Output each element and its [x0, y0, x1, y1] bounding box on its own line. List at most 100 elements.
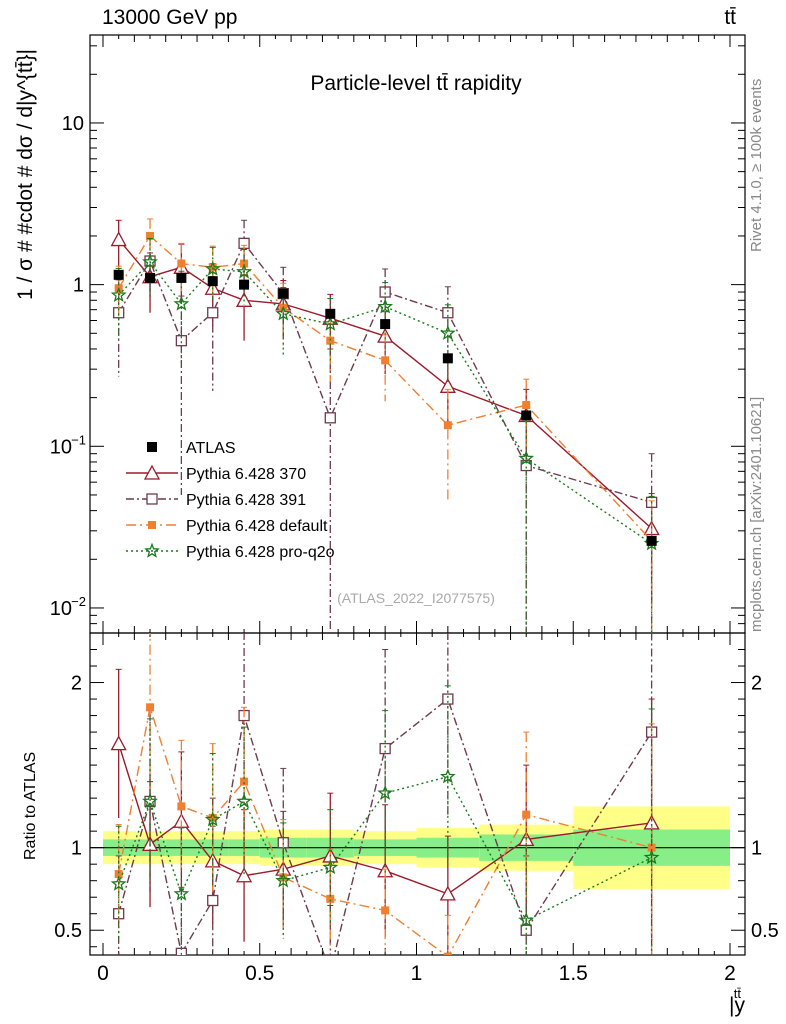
main-point-pdef [522, 401, 531, 410]
atlas-data-point [442, 353, 453, 364]
legend-label: Pythia 6.428 391 [186, 492, 306, 509]
main-point-pq2o [377, 298, 394, 314]
ratio-point-pdef [177, 802, 186, 811]
ratio-point-p391 [442, 693, 454, 705]
main-point-pq2o [173, 295, 190, 311]
ratio-point-pq2o [275, 872, 292, 888]
main-point-pq2o [275, 305, 292, 321]
process-label: 13000 GeV pp [102, 6, 238, 29]
atlas-data-point [176, 272, 187, 283]
ratio-point-pdef [522, 810, 531, 819]
ratio-point-pq2o [643, 849, 660, 865]
ratio-point-pq2o [322, 859, 339, 875]
x-tick-label: 2 [724, 962, 736, 985]
ratio-series-p391 [113, 633, 658, 977]
ratio-y-tick-label: 0.5 [54, 920, 82, 942]
y-tick-exponent: −1 [71, 432, 86, 447]
atlas-data-point [239, 279, 250, 290]
legend-marker-atlas [147, 442, 157, 452]
ratio-point-p370 [110, 735, 127, 751]
atlas-data-point [278, 288, 289, 299]
ratio-y-tick-label-right: 1 [751, 838, 762, 860]
ratio-point-pdef [326, 894, 335, 903]
main-point-p391 [207, 307, 219, 319]
atlas-data-point [380, 319, 391, 330]
main-point-p391 [442, 307, 454, 319]
chart-title: Particle-level tt̄ rapidity [310, 72, 522, 95]
x-tick-label: 0 [97, 962, 109, 985]
ratio-point-p391 [520, 924, 532, 936]
x-axis-label: |y [729, 994, 745, 1017]
ratio-point-pq2o [173, 885, 190, 901]
legend-label: Pythia 6.428 370 [186, 466, 306, 483]
legend-label: Pythia 6.428 default [186, 518, 328, 535]
main-point-p391 [379, 286, 391, 298]
y-tick-label: 10 [50, 436, 72, 458]
ratio-series-pq2o [110, 685, 660, 955]
ratio-point-p391 [379, 742, 391, 755]
legend-marker-pdef [148, 521, 156, 529]
x-tick-label: 1 [411, 962, 423, 985]
main-point-pq2o [204, 260, 221, 276]
main-point-pdef [146, 231, 155, 240]
main-point-pq2o [236, 263, 253, 279]
atlas-data-point [145, 272, 156, 283]
legend-marker-p370 [143, 464, 161, 480]
ratio-y-tick-label-right: 2 [751, 673, 762, 695]
atlas-data-point [521, 410, 532, 421]
atlas-data-point [646, 535, 657, 546]
atlas-data-point [207, 276, 218, 287]
ratio-point-pdef [647, 843, 656, 852]
ratio-point-pdef [381, 906, 390, 915]
ratio-y-tick-label: 1 [71, 838, 82, 860]
y-tick-exponent: −2 [71, 594, 86, 609]
legend-label: Pythia 6.428 pro-q2o [186, 544, 335, 561]
ratio-point-p370 [439, 885, 456, 901]
ratio-point-pdef [208, 813, 217, 822]
ratio-point-p391 [207, 894, 219, 907]
ratio-point-pq2o [142, 793, 158, 809]
main-point-pdef [443, 421, 452, 430]
legend-label: ATLAS [186, 440, 236, 457]
main-point-pdef [177, 259, 186, 268]
main-line-pq2o [118, 260, 653, 545]
ratio-point-pdef [279, 873, 288, 882]
x-tick-label: 1.5 [559, 962, 588, 985]
atlas-data-point [325, 308, 336, 319]
main-point-pq2o [518, 450, 535, 466]
main-point-p391 [324, 412, 336, 424]
ratio-point-pdef [443, 952, 452, 955]
y-tick-label: 10 [50, 598, 72, 620]
ratio-point-pq2o [236, 793, 253, 809]
main-point-pq2o [440, 325, 456, 340]
ratio-point-p370 [235, 867, 253, 883]
ratio-point-pq2o [377, 784, 394, 800]
ratio-point-p391 [325, 967, 335, 977]
y-tick-label: 1 [73, 275, 84, 297]
main-point-pdef [326, 336, 335, 345]
y-tick-label: 10 [62, 113, 84, 135]
ratio-point-pq2o [110, 875, 127, 891]
main-point-pdef [208, 263, 217, 272]
ratio-point-pdef [240, 777, 249, 786]
ratio-point-pdef [114, 870, 123, 879]
analysis-watermark: (ATLAS_2022_I2077575) [337, 590, 495, 606]
main-point-p391 [175, 335, 188, 347]
ratio-plot-frame [89, 632, 746, 956]
ratio-line-p391 [118, 697, 653, 955]
x-axis-label-superscript: tt̄ [734, 986, 742, 1001]
legend-marker-pq2o [144, 542, 160, 558]
atlas-data-point [113, 269, 124, 280]
main-series-pq2o [110, 237, 660, 633]
channel-label: tt̄ [724, 6, 736, 29]
ratio-y-tick-label-right: 0.5 [751, 920, 779, 942]
x-tick-label: 0.5 [245, 962, 274, 985]
main-point-p370 [110, 231, 127, 247]
main-point-pq2o [322, 315, 339, 331]
main-point-pdef [240, 259, 249, 268]
ratio-point-pdef [146, 703, 155, 712]
main-point-pdef [381, 356, 390, 365]
ratio-y-tick-label: 2 [71, 673, 82, 695]
ratio-point-pq2o [204, 811, 221, 827]
